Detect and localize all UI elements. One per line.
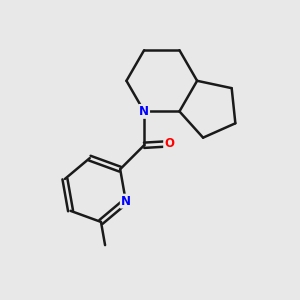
Text: N: N [121, 195, 131, 208]
Text: O: O [164, 137, 174, 150]
Text: N: N [139, 105, 149, 118]
